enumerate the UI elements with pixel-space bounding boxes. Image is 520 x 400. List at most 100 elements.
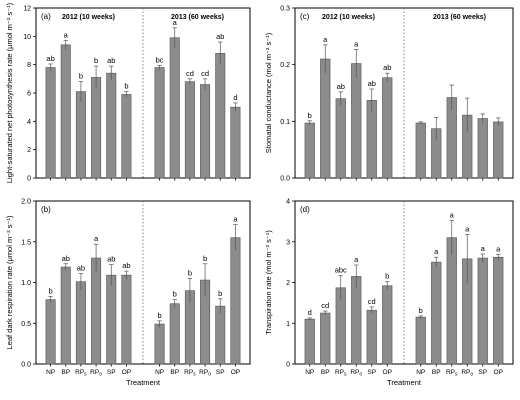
bar — [446, 237, 457, 365]
group-title: 2013 (60 weeks) — [171, 14, 224, 21]
panel-tag: (d) — [300, 205, 310, 214]
y-tick-label: 1.5 — [21, 239, 31, 246]
panel-tag: (a) — [41, 12, 51, 21]
bar — [320, 312, 331, 365]
significance-letter: cd — [368, 297, 376, 306]
category-tick-label: NP — [305, 369, 314, 376]
category-tick-label: OP — [231, 369, 240, 376]
bar — [106, 72, 117, 179]
category-tick-label: RPo — [199, 369, 211, 378]
group-title: 2013 (60 weeks) — [433, 14, 486, 21]
significance-letter: b — [419, 306, 423, 315]
significance-letter: b — [157, 311, 161, 320]
y-tick-label: 2 — [286, 280, 290, 287]
significance-letter: ab — [62, 254, 70, 263]
chart-panel-c: 0.0 0.1 0.2 0.3 Stomatal conductance (mol m⁻… — [264, 6, 514, 183]
category-tick-label: OP — [494, 369, 503, 376]
significance-letter: ab — [77, 264, 85, 273]
chart-panel-d: 0 1 2 3 4 Transpiration rate (mol m⁻² s⁻¹) (d)… — [264, 199, 514, 387]
significance-letter: b — [48, 286, 52, 295]
significance-letter: a — [354, 39, 359, 48]
y-tick-label: 6 — [27, 91, 31, 98]
panel-tag: (c) — [300, 12, 310, 21]
category-tick-label: RPs — [446, 369, 458, 378]
bar — [154, 67, 165, 179]
bar — [304, 318, 315, 365]
bar — [304, 122, 315, 179]
category-tick-label: RPo — [461, 369, 473, 378]
bar — [91, 257, 102, 365]
significance-letter: b — [188, 268, 192, 277]
y-tick-label: 0.0 — [21, 362, 31, 369]
bar — [382, 285, 393, 365]
y-tick-label: 0.5 — [21, 321, 31, 328]
bar — [493, 121, 504, 179]
bar — [366, 100, 377, 179]
category-tick-label: BP — [61, 369, 70, 376]
bar — [382, 77, 393, 179]
significance-letter: ab — [383, 63, 391, 72]
significance-letter: ab — [122, 261, 130, 270]
bar — [230, 106, 241, 179]
significance-letter: a — [323, 35, 328, 44]
bar — [121, 94, 132, 179]
bar — [200, 84, 211, 179]
significance-letter: d — [308, 308, 312, 317]
y-tick-label: 1.0 — [21, 280, 31, 287]
significance-letter: a — [94, 234, 99, 243]
significance-letter: cd — [321, 301, 329, 310]
significance-letter: a — [354, 255, 359, 264]
y-axis-label: Stomatal conductance (mol m⁻² s⁻¹) — [264, 32, 273, 153]
significance-letter: b — [124, 82, 128, 91]
significance-letter: b — [385, 272, 389, 281]
category-tick-label: NP — [416, 369, 425, 376]
significance-letter: b — [79, 72, 83, 81]
significance-letter: bc — [156, 55, 164, 64]
significance-letter: a — [481, 244, 486, 253]
category-tick-label: RPo — [90, 369, 102, 378]
bar — [106, 274, 117, 365]
y-tick-label: 2 — [27, 147, 31, 154]
y-tick-label: 2.0 — [21, 199, 31, 206]
bar — [75, 91, 86, 179]
significance-letter: a — [465, 224, 470, 233]
bar — [230, 237, 241, 365]
y-tick-label: 0.2 — [280, 62, 290, 69]
y-axis-label: Light-saturated net photosynthesis rate … — [5, 2, 14, 183]
bar — [415, 122, 426, 179]
significance-letter: a — [450, 211, 455, 220]
chart-panel-b: 0.0 0.5 1.0 1.5 2.0 Leaf dark respiration rat… — [5, 199, 251, 387]
bar — [169, 37, 180, 179]
bar — [91, 77, 102, 179]
significance-letter: ab — [46, 54, 54, 63]
bar — [431, 261, 442, 365]
category-tick-label: RPo — [350, 369, 362, 378]
y-tick-label: 1 — [286, 321, 290, 328]
x-axis-label: Treatment — [387, 378, 422, 387]
category-tick-label: RPs — [335, 369, 347, 378]
bar — [320, 58, 331, 179]
bar — [351, 63, 362, 179]
bar — [184, 81, 195, 179]
bar — [477, 257, 488, 365]
bar — [215, 53, 226, 179]
significance-letter: ab — [107, 255, 115, 264]
category-tick-label: BP — [432, 369, 441, 376]
chart-panel-a: 0 2 4 6 8 10 12 Light-saturated net photosynthe… — [5, 2, 251, 183]
significance-letter: a — [173, 18, 178, 27]
bar — [335, 98, 346, 179]
category-tick-label: BP — [321, 369, 330, 376]
category-tick-label: RPs — [75, 369, 87, 378]
category-tick-label: OP — [122, 369, 131, 376]
bar — [75, 281, 86, 365]
significance-letter: ab — [368, 79, 376, 88]
x-axis-label: Treatment — [126, 378, 161, 387]
bar — [477, 118, 488, 179]
category-tick-label: RPs — [184, 369, 196, 378]
category-tick-label: SP — [367, 369, 376, 376]
y-axis-label: Leaf dark respiration rate (μmol m⁻² s⁻¹… — [5, 215, 14, 349]
y-tick-label: 10 — [23, 34, 31, 41]
y-tick-label: 0.3 — [280, 6, 290, 13]
significance-letter: cd — [186, 69, 194, 78]
